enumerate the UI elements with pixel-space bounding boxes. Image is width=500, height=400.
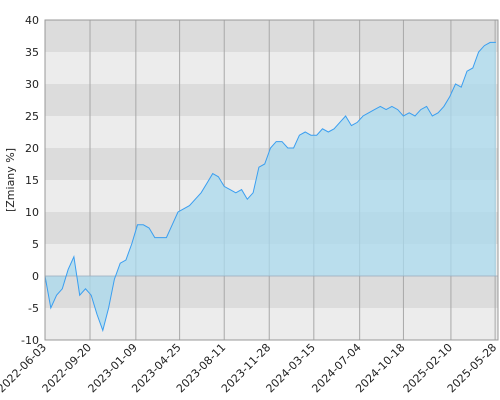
y-tick-label: 20 — [25, 142, 39, 155]
grid-band — [45, 308, 498, 340]
y-tick-label: 35 — [25, 46, 39, 59]
y-tick-label: 5 — [32, 238, 39, 251]
y-tick-label: 15 — [25, 174, 39, 187]
plot-frame — [44, 19, 499, 341]
line — [44, 41, 496, 333]
y-tick-label: 10 — [25, 206, 39, 219]
y-tick-label: 40 — [25, 14, 39, 27]
y-tick-label: -10 — [21, 334, 39, 347]
grid-band — [45, 84, 498, 116]
y-tick-label: 25 — [25, 110, 39, 123]
y-tick-label: 0 — [32, 270, 39, 283]
grid-band — [45, 52, 498, 84]
grid-band — [45, 276, 498, 308]
y-axis-label: [Zmiany %] — [4, 148, 17, 212]
area — [45, 42, 496, 331]
grid-band — [45, 20, 498, 52]
y-tick-label: -5 — [28, 302, 39, 315]
y-tick-label: 30 — [25, 78, 39, 91]
